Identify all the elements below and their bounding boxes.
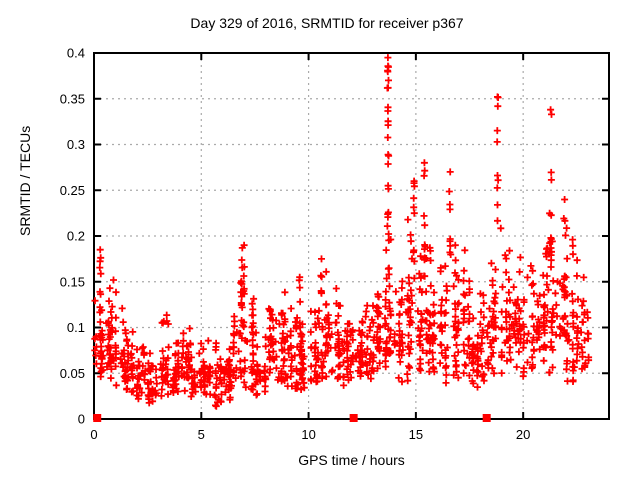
svg-text:0.2: 0.2 xyxy=(67,229,85,244)
svg-text:0.35: 0.35 xyxy=(60,91,85,106)
svg-text:15: 15 xyxy=(409,427,423,442)
svg-text:5: 5 xyxy=(198,427,205,442)
svg-text:0.1: 0.1 xyxy=(67,320,85,335)
svg-text:0.25: 0.25 xyxy=(60,183,85,198)
svg-text:10: 10 xyxy=(301,427,315,442)
baseline-square-markers xyxy=(93,414,491,422)
x-axis-label: GPS time / hours xyxy=(298,452,405,468)
svg-text:0: 0 xyxy=(78,412,85,427)
scatter-points xyxy=(91,54,593,410)
tick-labels: 0 5 10 15 20 0 0.05 0.1 0.15 0.2 0.25 0.3 0.35 0.4 xyxy=(60,46,531,443)
chart-title: Day 329 of 2016, SRMTID for receiver p36… xyxy=(190,15,464,31)
svg-text:0.3: 0.3 xyxy=(67,137,85,152)
svg-text:0.15: 0.15 xyxy=(60,274,85,289)
svg-text:0.05: 0.05 xyxy=(60,366,85,381)
svg-text:0: 0 xyxy=(90,427,97,442)
svg-text:20: 20 xyxy=(516,427,530,442)
svg-text:0.4: 0.4 xyxy=(67,46,85,61)
